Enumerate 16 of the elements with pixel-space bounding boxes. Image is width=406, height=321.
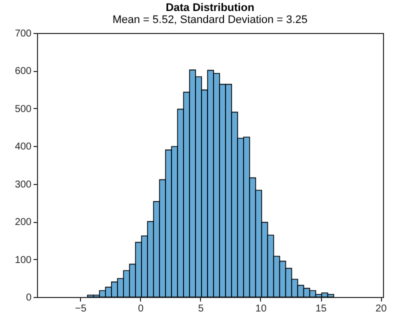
x-tick-label: 15 [315,304,328,314]
y-tick-label: 0 [26,292,32,304]
y-tick-label: 500 [14,104,32,115]
x-tick-label: −5 [75,304,87,314]
chart-title: Data Distribution [166,2,255,14]
y-tick-label: 400 [14,142,32,153]
x-tick-label: 0 [138,304,144,314]
y-tick-label: 300 [14,179,32,190]
y-tick-label: 700 [14,28,32,40]
y-tick-label: 100 [14,254,32,266]
chart-subtitle: Mean = 5.52, Standard Deviation = 3.25 [112,14,308,26]
x-tick-label: 20 [376,304,388,314]
x-tick-label: 5 [198,304,204,314]
y-tick-label: 600 [14,66,32,78]
x-tick-label: 10 [255,304,267,314]
y-tick-label: 200 [14,217,32,228]
